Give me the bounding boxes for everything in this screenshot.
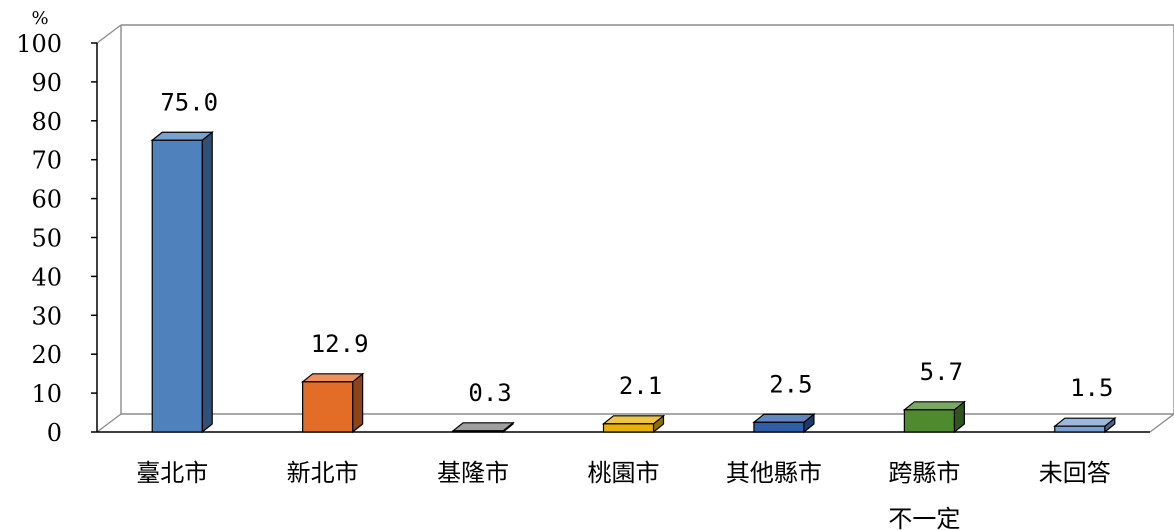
category-label: 其他縣市: [726, 459, 822, 487]
data-label: 5.7: [920, 358, 963, 386]
bar-front-face: [452, 430, 504, 433]
y-tick-label: 20: [31, 341, 62, 369]
y-tick-label: 40: [31, 263, 62, 291]
y-tick-label: 30: [31, 302, 62, 330]
side-wall-top-edge: [96, 24, 122, 44]
category-label: 桃園市: [588, 459, 660, 487]
back-wall-edge: [120, 25, 1174, 415]
y-tick-label: 50: [31, 225, 62, 253]
data-label: 0.3: [468, 379, 511, 407]
bar-side-face: [352, 372, 364, 434]
y-tick-label: 90: [31, 69, 62, 97]
bar-front-face: [602, 423, 655, 433]
bar: [1053, 416, 1117, 434]
data-label: 75.0: [160, 88, 218, 116]
bar-top-face: [1053, 417, 1117, 427]
y-tick-label: 0: [47, 419, 62, 447]
bar-top-face: [601, 415, 666, 425]
y-axis-unit: %: [31, 8, 48, 29]
data-label: 12.9: [311, 330, 369, 358]
category-label: 臺北市: [136, 459, 208, 487]
category-label: 基隆市: [437, 459, 509, 487]
bars: [150, 131, 1117, 434]
bar: [300, 372, 365, 434]
bar-front-face: [151, 139, 203, 433]
y-axis-ticks: 0 10 20 30 40 50 60 70 80 90 100: [16, 30, 97, 447]
bar-side-face: [201, 131, 213, 434]
y-tick-label: 70: [31, 147, 62, 175]
data-labels: 75.0 12.9 0.3 2.1 2.5 5.7 1.5: [160, 88, 1113, 407]
y-tick-label: 100: [16, 30, 62, 58]
category-label: 不一定: [888, 505, 960, 530]
data-label: 1.5: [1070, 374, 1113, 402]
data-label: 2.5: [769, 370, 812, 398]
bar-top-face: [752, 413, 816, 423]
bar: [150, 131, 214, 434]
bar-top-face: [902, 401, 967, 411]
category-label: 跨縣市: [888, 459, 960, 487]
bar: [752, 413, 816, 434]
bar: [451, 421, 515, 434]
floor-left-edge: [96, 413, 122, 433]
y-tick-label: 60: [31, 186, 62, 214]
bar-front-face: [903, 409, 955, 433]
floor-right-edge: [1149, 413, 1174, 433]
chart-walls: [96, 24, 1174, 433]
category-label: 新北市: [287, 459, 359, 487]
bar-top-face: [150, 131, 214, 141]
bar-front-face: [1054, 425, 1106, 433]
bar-front-face: [302, 381, 354, 433]
bar-front-face: [753, 421, 805, 433]
data-label: 2.1: [619, 372, 662, 400]
bar: [902, 400, 967, 434]
y-tick-label: 80: [31, 108, 62, 136]
y-tick-label: 10: [31, 380, 62, 408]
bar: [601, 414, 666, 434]
bar-top-face: [300, 373, 365, 383]
category-label: 未回答: [1039, 459, 1111, 487]
bar-top-face: [451, 422, 515, 432]
